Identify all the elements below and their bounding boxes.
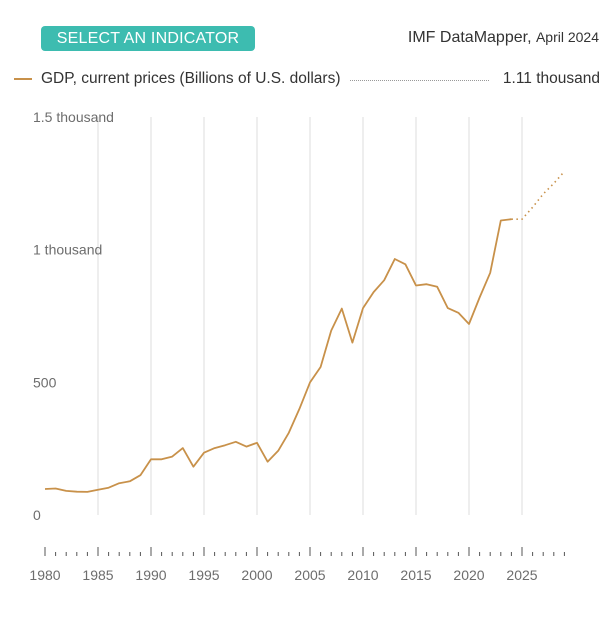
x-tick-label: 1985 [82, 567, 113, 583]
gridlines [97, 117, 523, 515]
x-tick-label: 1980 [29, 567, 60, 583]
select-indicator-button[interactable]: SELECT AN INDICATOR [41, 26, 255, 51]
x-tick-label: 2025 [506, 567, 537, 583]
legend-value: 1.11 thousand [502, 70, 600, 87]
y-tick-label: 1 thousand [33, 242, 102, 258]
source-name: IMF DataMapper [407, 29, 528, 46]
x-axis: 1980 1985 1990 1995 2000 2005 2010 2015 2020 2025 [29, 547, 565, 583]
x-tick-label: 2010 [347, 567, 378, 583]
x-tick-label: 2000 [241, 567, 272, 583]
source-edition: April 2024 [535, 29, 599, 45]
legend-swatch [14, 78, 32, 80]
legend-label: GDP, current prices (Billions of U.S. do… [41, 70, 341, 87]
legend[interactable]: GDP, current prices (Billions of U.S. do… [14, 68, 600, 90]
y-tick-label: 0 [33, 507, 41, 523]
x-tick-label: 2005 [294, 567, 325, 583]
series-line-gdp [44, 218, 512, 493]
x-tick-label: 1995 [188, 567, 219, 583]
y-axis-labels: 0 500 1 thousand 1.5 thousand [33, 109, 114, 523]
series-line-projection [511, 170, 565, 220]
source-label: IMF DataMapper, April 2024 [407, 29, 599, 46]
y-tick-label: 1.5 thousand [33, 109, 114, 125]
x-tick-label: 2015 [400, 567, 431, 583]
series-lines [44, 170, 565, 493]
y-tick-label: 500 [33, 374, 57, 390]
x-tick-label: 2020 [453, 567, 484, 583]
legend-leader-line [350, 79, 489, 81]
x-tick-label: 1990 [135, 567, 166, 583]
